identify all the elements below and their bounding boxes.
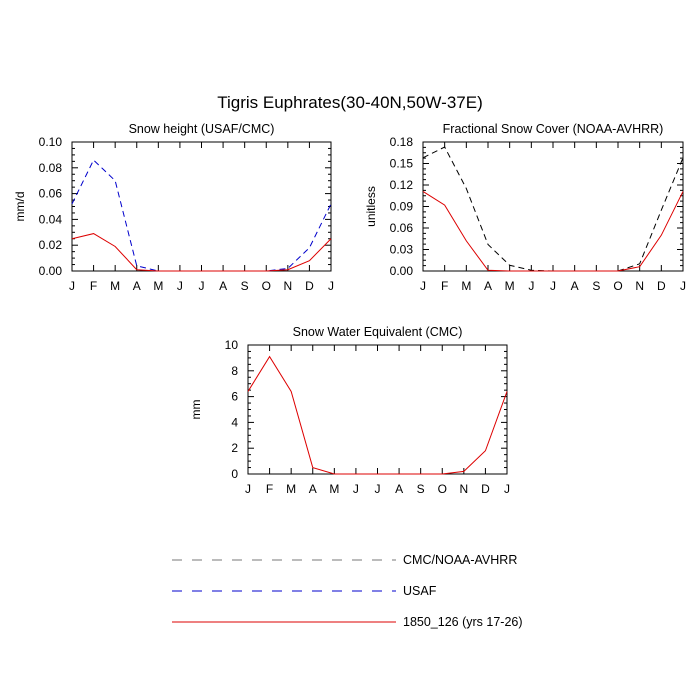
plot-frame	[71, 141, 332, 272]
x-tick-label: F	[266, 482, 273, 496]
y-tick-label: 2	[231, 441, 238, 455]
x-tick-label: N	[635, 279, 644, 293]
x-tick-label: J	[245, 482, 251, 496]
x-tick-label: A	[133, 279, 141, 293]
y-tick-label: 10	[225, 338, 239, 352]
plot-frame	[247, 344, 508, 475]
x-tick-label: F	[90, 279, 97, 293]
series-line-1850-126-yrs-17-26-	[71, 233, 332, 272]
series-line-1850-126-yrs-17-26-	[247, 355, 508, 475]
panel-title: Snow height (USAF/CMC)	[129, 122, 275, 136]
y-tick-label: 0.00	[39, 264, 63, 278]
y-axis-label: mm/d	[13, 192, 27, 222]
x-tick-label: O	[613, 279, 622, 293]
x-tick-label: M	[505, 279, 515, 293]
x-tick-label: M	[329, 482, 339, 496]
x-tick-label: A	[309, 482, 317, 496]
x-tick-label: J	[177, 279, 183, 293]
panel-fractional-snow-cover: Fractional Snow Cover (NOAA-AVHRR) unitle…	[364, 122, 686, 293]
x-tick-label: S	[417, 482, 425, 496]
x-tick-label: M	[286, 482, 296, 496]
y-tick-label: 0.08	[39, 161, 63, 175]
y-tick-label: 0.04	[39, 212, 63, 226]
x-tick-label: D	[481, 482, 490, 496]
legend-label: CMC/NOAA-AVHRR	[403, 553, 517, 567]
y-tick-label: 0.06	[390, 221, 414, 235]
x-tick-label: N	[283, 279, 292, 293]
legend-label: 1850_126 (yrs 17-26)	[403, 615, 523, 629]
x-tick-label: A	[395, 482, 403, 496]
x-tick-label: J	[528, 279, 534, 293]
x-tick-label: O	[438, 482, 447, 496]
series-line-1850-126-yrs-17-26-	[422, 191, 684, 272]
y-axis-label: mm	[189, 400, 203, 420]
x-tick-label: J	[504, 482, 510, 496]
x-tick-label: A	[219, 279, 227, 293]
y-tick-label: 0.12	[390, 178, 414, 192]
series-line-usaf	[71, 159, 332, 272]
y-tick-label: 6	[231, 390, 238, 404]
panel-title: Fractional Snow Cover (NOAA-AVHRR)	[443, 122, 664, 136]
y-tick-label: 4	[231, 415, 238, 429]
x-tick-label: M	[153, 279, 163, 293]
x-tick-label: J	[199, 279, 205, 293]
y-tick-label: 0.03	[390, 243, 414, 257]
x-tick-label: D	[657, 279, 666, 293]
x-tick-label: J	[328, 279, 334, 293]
x-tick-label: J	[69, 279, 75, 293]
x-tick-label: J	[550, 279, 556, 293]
plot-frame	[422, 141, 684, 272]
y-tick-label: 0.06	[39, 187, 63, 201]
series-line-cmc-noaa-avhrr	[422, 146, 684, 272]
x-tick-label: M	[110, 279, 120, 293]
y-tick-label: 0.15	[390, 157, 414, 171]
x-tick-label: M	[461, 279, 471, 293]
x-tick-label: S	[241, 279, 249, 293]
y-tick-label: 0.18	[390, 135, 414, 149]
x-tick-label: J	[353, 482, 359, 496]
x-tick-label: S	[592, 279, 600, 293]
y-tick-label: 0	[231, 467, 238, 481]
x-tick-label: F	[441, 279, 448, 293]
x-tick-label: D	[305, 279, 314, 293]
y-tick-label: 8	[231, 364, 238, 378]
y-axis-label: unitless	[364, 186, 378, 227]
x-tick-label: J	[420, 279, 426, 293]
y-tick-label: 0.10	[39, 135, 63, 149]
y-tick-label: 0.02	[39, 238, 63, 252]
panel-snow-height: Snow height (USAF/CMC) mm/d 0.00 0.02 0.04 0.…	[13, 122, 334, 293]
y-tick-label: 0.00	[390, 264, 414, 278]
x-tick-label: A	[484, 279, 492, 293]
x-tick-label: J	[375, 482, 381, 496]
x-tick-label: O	[262, 279, 271, 293]
y-tick-label: 0.09	[390, 200, 414, 214]
panel-title: Snow Water Equivalent (CMC)	[293, 325, 463, 339]
x-tick-label: N	[459, 482, 468, 496]
figure-title: Tigris Euphrates(30-40N,50W-37E)	[217, 93, 483, 112]
legend-label: USAF	[403, 584, 437, 598]
x-tick-label: J	[680, 279, 686, 293]
x-tick-label: A	[571, 279, 579, 293]
legend: CMC/NOAA-AVHRR USAF 1850_126 (yrs 17-26)	[172, 553, 523, 629]
